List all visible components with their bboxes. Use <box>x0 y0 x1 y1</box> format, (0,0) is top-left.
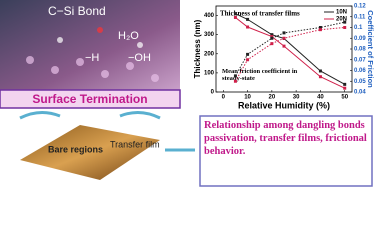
series-line <box>234 21 345 77</box>
point <box>270 36 274 40</box>
x-tick-label: 30 <box>293 95 300 101</box>
bond-label: C−Si Bond <box>48 4 106 18</box>
y2-tick-label: 0.04 <box>354 90 366 96</box>
x-axis-label: Relative Humidity (%) <box>238 100 330 110</box>
x-tick-label: 50 <box>341 95 348 101</box>
point <box>343 26 347 29</box>
annotation: Mean friction coefficient in steady-stat… <box>222 68 298 83</box>
oh-label: −OH <box>128 52 151 64</box>
y-tick-label: 300 <box>204 32 215 38</box>
x-tick-label: 40 <box>317 95 324 101</box>
point <box>270 42 274 46</box>
arrow <box>19 111 61 120</box>
point <box>318 69 322 73</box>
point <box>270 33 274 37</box>
point <box>282 31 286 35</box>
point <box>282 44 286 48</box>
y2-tick-label: 0.09 <box>354 36 366 42</box>
series-line <box>234 27 345 82</box>
y-tick-label: 400 <box>204 13 215 19</box>
banner-box <box>0 89 181 109</box>
conclusion-box <box>199 115 373 187</box>
point <box>318 75 322 79</box>
x-tick-label: 10 <box>244 95 251 101</box>
arrow <box>119 111 161 120</box>
bare-label: Bare regions <box>48 144 103 154</box>
legend-label: 10N <box>336 10 347 16</box>
annotation: Thickness of transfer films <box>220 10 300 18</box>
point <box>246 17 250 21</box>
point <box>233 79 237 83</box>
x-tick-label: 0 <box>222 95 226 101</box>
point <box>282 36 286 40</box>
annotation-wrap: Mean friction coefficient in steady-stat… <box>222 68 298 83</box>
y2-axis-label: Coefficient of Friction <box>366 10 375 88</box>
y2-tick-label: 0.06 <box>354 68 366 74</box>
h-label: −H <box>85 52 99 64</box>
point <box>233 12 237 16</box>
water-label: H₂O <box>118 30 139 42</box>
point <box>246 25 250 29</box>
point <box>270 35 274 39</box>
graphic-abstract: C−Si Bond H₂O −H −OH Surface Termination… <box>0 0 375 187</box>
y2-tick-label: 0.1 <box>354 25 363 31</box>
y-tick-label: 200 <box>204 51 215 57</box>
x-tick-label: 20 <box>269 95 276 101</box>
banner: Surface Termination <box>32 92 147 106</box>
legend-label: 20N <box>336 17 347 23</box>
conclusion-wrap: Relationship among dangling bonds passiv… <box>204 120 367 158</box>
molecule-image <box>0 0 180 90</box>
point <box>318 28 322 32</box>
point <box>318 26 322 29</box>
film-label: Transfer film <box>110 139 160 149</box>
point <box>343 82 347 86</box>
y2-tick-label: 0.07 <box>354 57 366 63</box>
chart: 0 10 20 30 40 50 0 100 200 300 400 0.04 0.05 0.06 0.07… <box>193 4 375 111</box>
y2-tick-label: 0.12 <box>354 4 366 10</box>
y2-tick-label: 0.08 <box>354 47 366 53</box>
y-tick-label: 100 <box>204 70 215 76</box>
y-axis-label: Thickness (nm) <box>193 19 202 78</box>
afm-image <box>20 125 160 180</box>
point <box>233 74 237 78</box>
point <box>246 58 250 62</box>
atoms <box>26 27 159 82</box>
point <box>246 52 250 56</box>
series-line <box>235 13 345 85</box>
point <box>233 15 237 19</box>
y-tick-label: 0 <box>211 90 215 96</box>
y2-tick-label: 0.11 <box>354 14 366 20</box>
point <box>343 86 347 90</box>
conclusion: Relationship among dangling bonds passiv… <box>204 120 367 158</box>
y2-tick-label: 0.05 <box>354 79 366 85</box>
point <box>343 20 347 24</box>
